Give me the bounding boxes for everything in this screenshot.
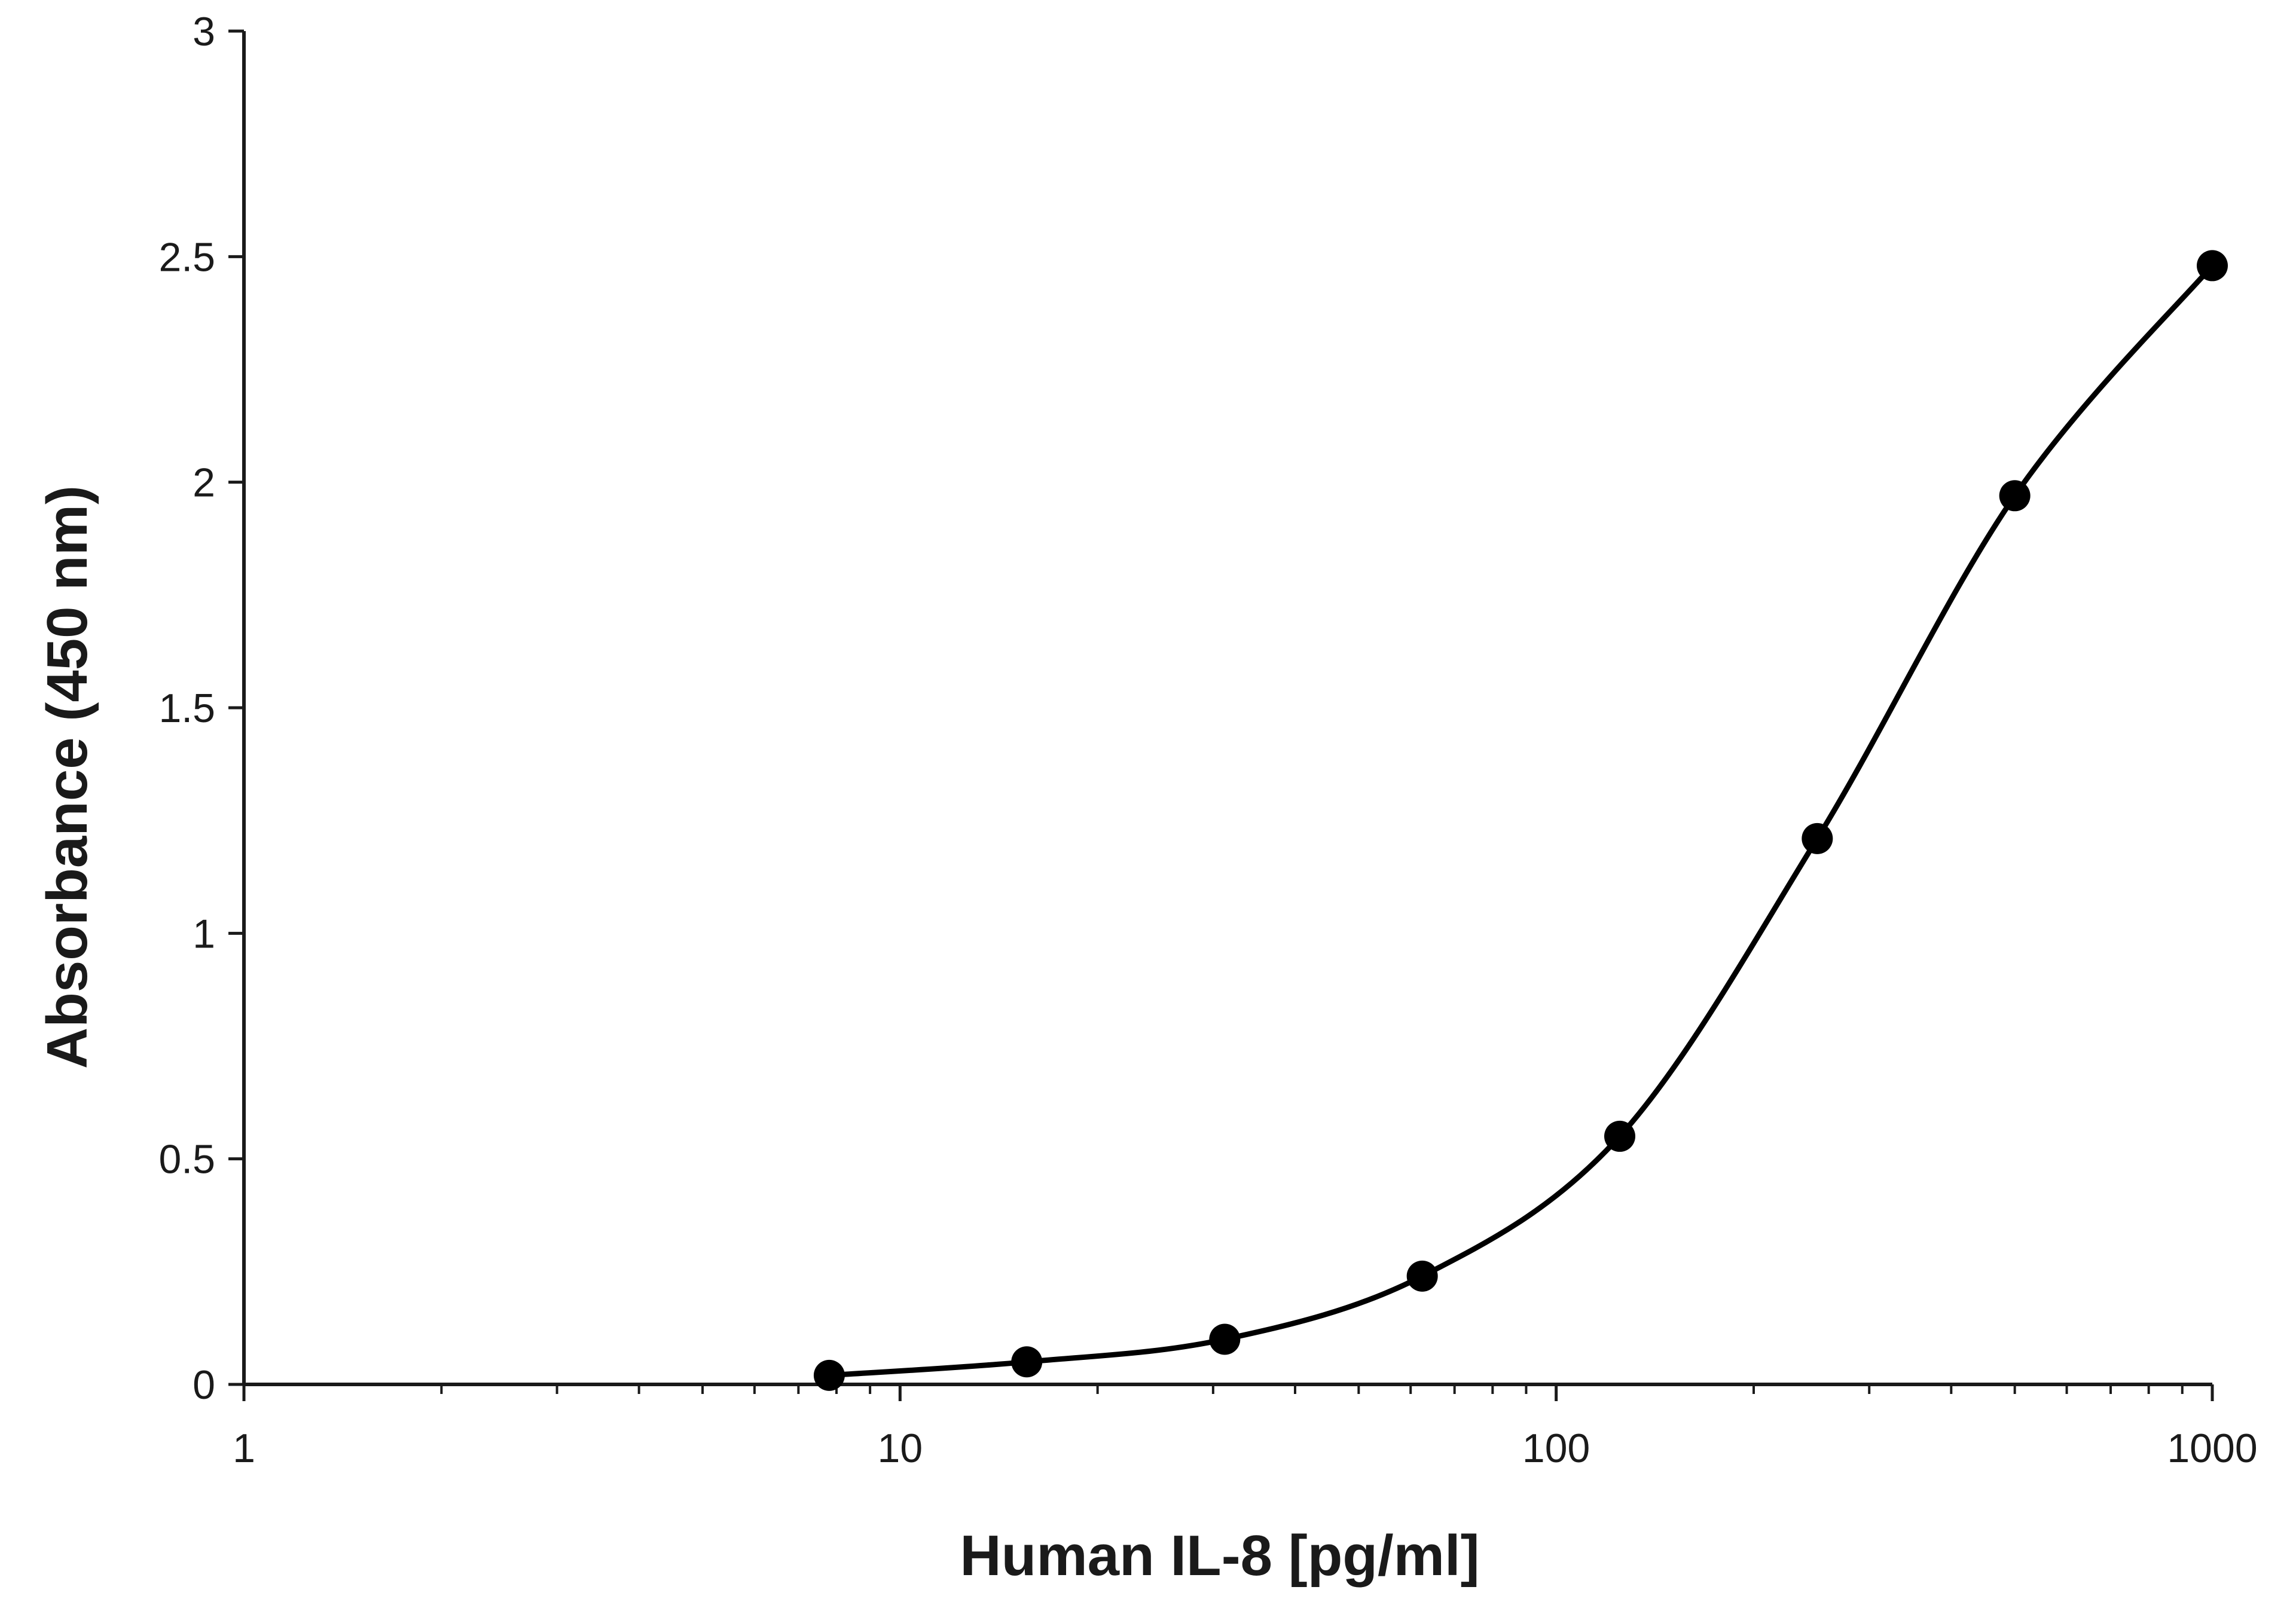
ticks: [228, 29, 2214, 1401]
y-tick-label: 3: [193, 9, 215, 54]
x-tick-label: 1000: [2167, 1426, 2257, 1471]
y-tick-label: 2.5: [158, 234, 215, 280]
y-tick-label: 1.5: [158, 686, 215, 731]
y-tick-label: 0: [193, 1362, 215, 1408]
data-point: [1999, 480, 2031, 512]
x-tick-label: 1: [233, 1426, 255, 1471]
y-tick-label: 2: [193, 460, 215, 506]
y-axis-title: Absorbance (450 nm): [35, 485, 99, 1069]
x-tick-label: 10: [878, 1426, 923, 1471]
data-point: [1604, 1120, 1636, 1152]
series: [813, 250, 2228, 1391]
series-line: [826, 262, 2215, 1378]
data-point: [1802, 823, 1833, 854]
tick-labels: 0 0.5 1 1.5 2 2.5 3 1 10 100 1000: [158, 9, 2257, 1471]
y-tick-label: 0.5: [158, 1137, 215, 1182]
data-point: [1209, 1323, 1241, 1355]
x-axis-title: Human IL-8 [pg/ml]: [960, 1524, 1479, 1588]
y-tick-label: 1: [193, 911, 215, 956]
data-point: [2197, 250, 2228, 282]
axes: [242, 31, 2212, 1386]
data-point: [1406, 1260, 1438, 1292]
x-tick-label: 100: [1522, 1426, 1590, 1471]
data-point: [1011, 1346, 1043, 1378]
data-point: [813, 1359, 845, 1391]
